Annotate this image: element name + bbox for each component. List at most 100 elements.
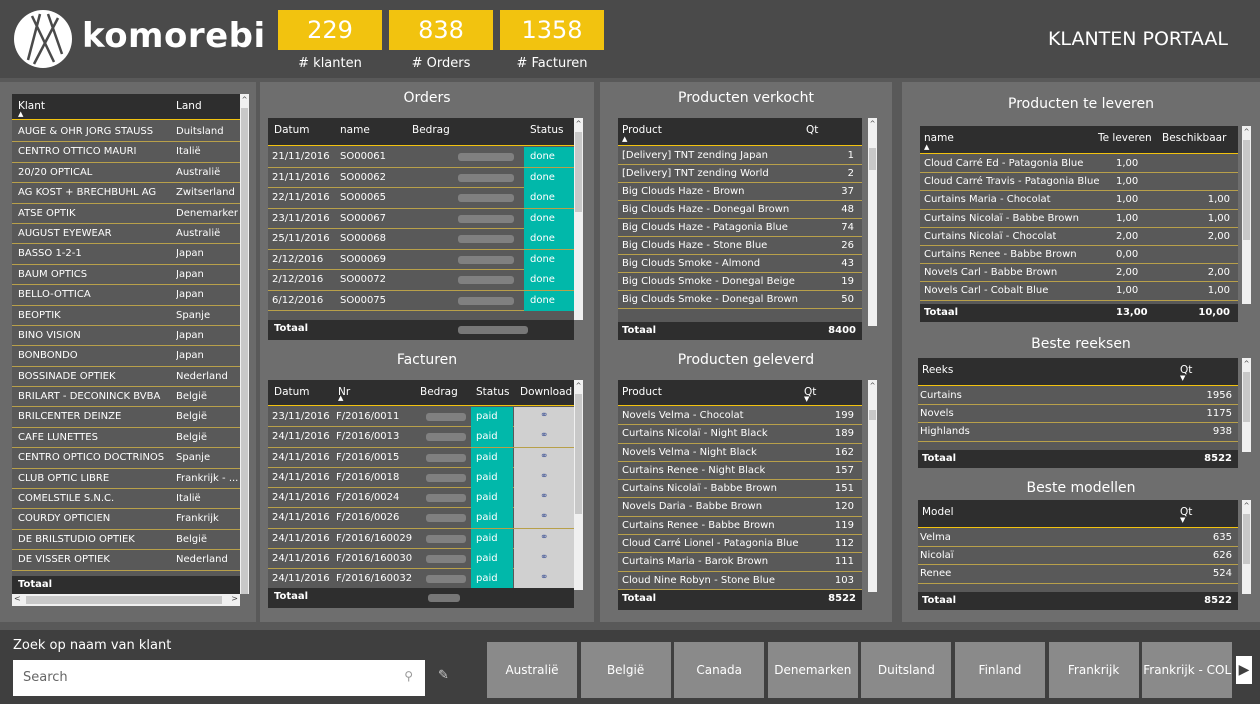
table-row[interactable]: BONBONDO Japan	[12, 346, 240, 367]
download-cell[interactable]	[514, 427, 574, 448]
table-row[interactable]: 21/11/2016 SO00062 done	[268, 167, 574, 188]
table-row[interactable]: Cloud Nine Robyn - Stone Blue 103	[618, 572, 862, 590]
download-cell[interactable]	[514, 549, 574, 570]
download-cell[interactable]	[514, 407, 574, 427]
link-icon[interactable]: ⚭	[540, 450, 549, 462]
table-row[interactable]: 24/11/2016 F/2016/160029 paid ⚭	[268, 528, 574, 550]
link-icon[interactable]: ⚭	[540, 511, 549, 523]
table-row[interactable]: DE BRILSTUDIO OPTIEK België	[12, 530, 240, 551]
table-row[interactable]: 23/11/2016 F/2016/0011 paid ⚭	[268, 407, 574, 428]
table-row[interactable]: Cloud Carré Ed - Patagonia Blue 1,00	[920, 155, 1238, 174]
table-row[interactable]: Big Clouds Haze - Donegal Brown 48	[618, 201, 862, 219]
table-row[interactable]: BEOPTIK Spanje	[12, 306, 240, 326]
table-row[interactable]: CENTRO OTTICO MAURI Italië	[12, 142, 240, 163]
table-row[interactable]: 24/11/2016 F/2016/160030 paid ⚭	[268, 549, 574, 570]
table-row[interactable]: 24/11/2016 F/2016/0024 paid ⚭	[268, 488, 574, 509]
invoices-table[interactable]: Datum Nr ▲ Bedrag Status Download 23/11/…	[268, 380, 574, 608]
col-status[interactable]: Status	[530, 124, 564, 136]
table-row[interactable]: Big Clouds Haze - Brown 37	[618, 183, 862, 201]
table-row[interactable]: Nicolaï 626	[918, 547, 1238, 566]
table-row[interactable]: Cloud Carré Travis - Patagonia Blue 1,00	[920, 173, 1238, 192]
country-filter-button[interactable]: Canada	[674, 642, 765, 698]
table-row[interactable]: 2/12/2016 SO00069 done	[268, 249, 574, 270]
table-row[interactable]: Novels Daria - Babbe Brown 120	[618, 498, 862, 517]
table-row[interactable]: Big Clouds Haze - Stone Blue 26	[618, 237, 862, 255]
orders-scrollbar[interactable]: ^	[574, 118, 583, 320]
table-row[interactable]: 24/11/2016 F/2016/160032 paid ⚭	[268, 569, 574, 590]
col-qt[interactable]: Qt	[1180, 506, 1193, 518]
orders-table[interactable]: Datum name Bedrag Status 21/11/2016 SO000…	[268, 118, 574, 340]
delivered-scrollbar[interactable]: ^	[868, 380, 877, 592]
link-icon[interactable]: ⚭	[540, 410, 549, 421]
next-arrow-icon[interactable]: ▶	[1236, 656, 1252, 684]
download-cell[interactable]	[514, 467, 574, 488]
download-cell[interactable]	[514, 488, 574, 509]
table-row[interactable]: [Delivery] TNT zending World 2	[618, 165, 862, 183]
scroll-up-icon[interactable]: ^	[241, 96, 248, 104]
table-row[interactable]: Novels Velma - Night Black 162	[618, 444, 862, 462]
col-product[interactable]: Product	[622, 124, 662, 136]
table-row[interactable]: Renee 524	[918, 565, 1238, 584]
download-cell[interactable]	[514, 447, 574, 468]
table-row[interactable]: BRILCENTER DEINZE België	[12, 407, 240, 428]
table-row[interactable]: Novels 1175	[918, 405, 1238, 424]
table-row[interactable]: Curtains Renee - Night Black 157	[618, 462, 862, 481]
table-row[interactable]: Curtains Maria - Barok Brown 111	[618, 553, 862, 572]
table-row[interactable]: Highlands 938	[918, 423, 1238, 442]
link-icon[interactable]: ⚭	[540, 552, 549, 564]
models-scrollbar[interactable]: ^	[1242, 500, 1251, 594]
col-name[interactable]: name	[340, 124, 370, 136]
col-bedrag[interactable]: Bedrag	[412, 124, 450, 136]
table-row[interactable]: BELLO-OTTICA Japan	[12, 285, 240, 306]
country-filter-button[interactable]: Frankrijk	[1048, 642, 1139, 698]
table-row[interactable]: Curtains Nicolaï - Night Black 189	[618, 425, 862, 444]
country-filter-button[interactable]: Frankrijk - COL	[1142, 642, 1233, 698]
table-row[interactable]: Curtains Nicolaï - Chocolat 2,00 2,00	[920, 228, 1238, 246]
table-row[interactable]: Novels Velma - Chocolat 199	[618, 407, 862, 426]
col-datum[interactable]: Datum	[274, 386, 310, 398]
horizontal-scrollbar[interactable]: < >	[12, 594, 240, 606]
table-row[interactable]: 2/12/2016 SO00072 done	[268, 270, 574, 291]
todeliver-table[interactable]: name ▲ Te leveren Beschikbaar Cloud Carr…	[920, 126, 1238, 322]
col-te-leveren[interactable]: Te leveren	[1098, 132, 1152, 144]
table-row[interactable]: Big Clouds Smoke - Donegal Beige 19	[618, 273, 862, 291]
table-row[interactable]: Curtains Renee - Babbe Brown 119	[618, 517, 862, 536]
table-row[interactable]: 24/11/2016 F/2016/0013 paid ⚭	[268, 427, 574, 448]
delivered-table[interactable]: Product Qt ▼ Novels Velma - Chocolat 199 C…	[618, 380, 862, 610]
download-cell[interactable]	[514, 569, 574, 590]
col-reeks[interactable]: Reeks	[922, 364, 954, 376]
col-model[interactable]: Model	[922, 506, 954, 518]
col-datum[interactable]: Datum	[274, 124, 310, 136]
col-download[interactable]: Download	[520, 386, 573, 398]
invoices-scrollbar[interactable]: ^	[574, 380, 583, 590]
table-row[interactable]: Big Clouds Smoke - Donegal Brown 50	[618, 291, 862, 309]
table-row[interactable]: AUGUST EYEWEAR Australië	[12, 224, 240, 245]
link-icon[interactable]: ⚭	[540, 572, 549, 584]
table-row[interactable]: Curtains 1956	[918, 387, 1238, 406]
table-row[interactable]: Cloud Carré Lionel - Patagonia Blue 112	[618, 535, 862, 554]
table-row[interactable]: 24/11/2016 F/2016/0015 paid ⚭	[268, 447, 574, 468]
table-row[interactable]: Curtains Maria - Chocolat 1,00 1,00	[920, 191, 1238, 210]
table-row[interactable]: ATSE OPTIK Denemarken	[12, 204, 240, 224]
table-row[interactable]: DE VISSER OPTIEK Nederland	[12, 550, 240, 571]
table-row[interactable]: BASSO 1-2-1 Japan	[12, 244, 240, 265]
link-icon[interactable]: ⚭	[540, 531, 549, 543]
clients-table[interactable]: Klant ▲ Land AUGE & OHR JÖRG STAUSS Duits…	[12, 94, 240, 606]
scroll-left-icon[interactable]: <	[14, 594, 21, 603]
table-row[interactable]: CENTRO OPTICO DOCTRINOS Spanje	[12, 448, 240, 469]
col-qt[interactable]: Qt	[1180, 364, 1193, 376]
col-qt[interactable]: Qt	[806, 124, 819, 136]
col-name[interactable]: name	[924, 132, 954, 144]
search-icon[interactable]: ⚲	[404, 669, 413, 683]
table-row[interactable]: 6/12/2016 SO00075 done	[268, 290, 574, 311]
table-row[interactable]: AUGE & OHR JÖRG STAUSS Duitsland	[12, 122, 240, 143]
table-row[interactable]: 20/20 OPTICAL Australië	[12, 163, 240, 184]
table-row[interactable]: COURDY OPTICIEN Frankrijk	[12, 509, 240, 530]
table-row[interactable]: Velma 635	[918, 529, 1238, 548]
table-row[interactable]: Big Clouds Smoke - Almond 43	[618, 255, 862, 273]
table-row[interactable]: 21/11/2016 SO00061 done	[268, 147, 574, 168]
eraser-icon[interactable]: ✎	[438, 668, 449, 683]
country-filter-button[interactable]: Denemarken	[767, 642, 858, 698]
col-nr[interactable]: Nr	[338, 386, 351, 398]
country-filter-button[interactable]: Australië	[487, 642, 577, 698]
